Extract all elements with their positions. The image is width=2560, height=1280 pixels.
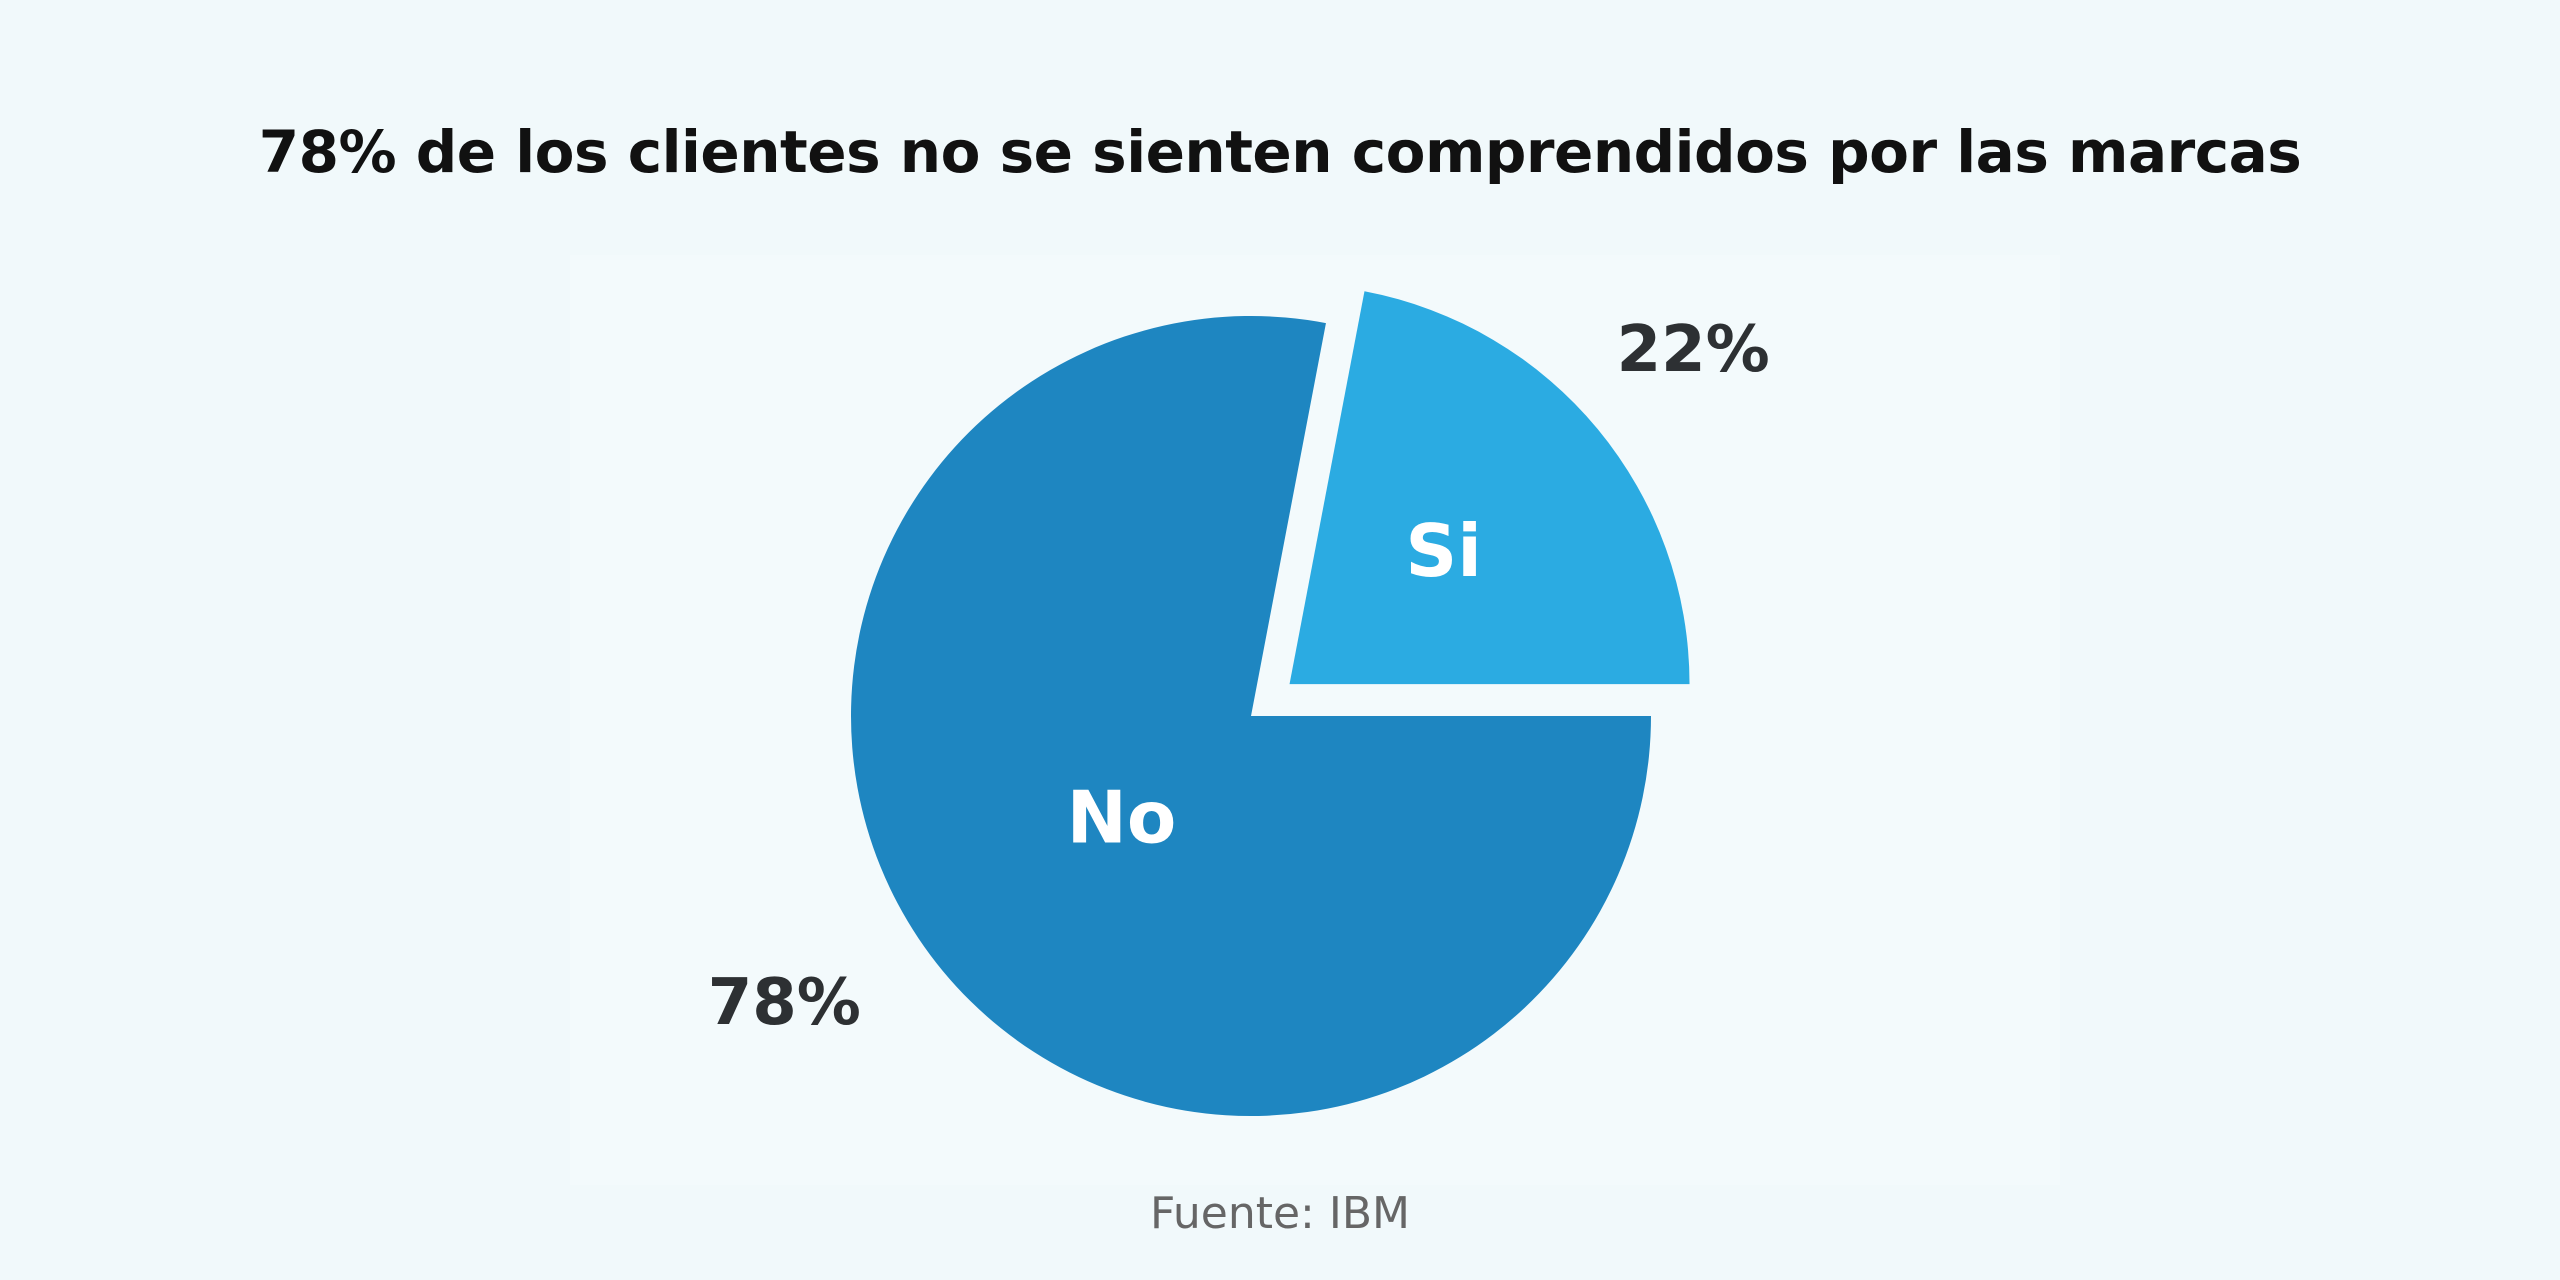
chart-title: 78% de los clientes no se sienten compre… xyxy=(258,118,2302,186)
pie-labels: No 78% Si 22% xyxy=(708,313,1770,1040)
slice-label-no: No xyxy=(1067,776,1177,860)
pie-slice-no xyxy=(851,316,1651,1117)
percent-label-si: 22% xyxy=(1617,313,1770,387)
slice-label-si: Si xyxy=(1405,509,1482,593)
chart-source: Fuente: IBM xyxy=(1149,1188,1410,1239)
pie-slices xyxy=(851,291,1690,1117)
percent-label-no: 78% xyxy=(708,966,861,1040)
pie-slice-si xyxy=(1289,291,1690,685)
